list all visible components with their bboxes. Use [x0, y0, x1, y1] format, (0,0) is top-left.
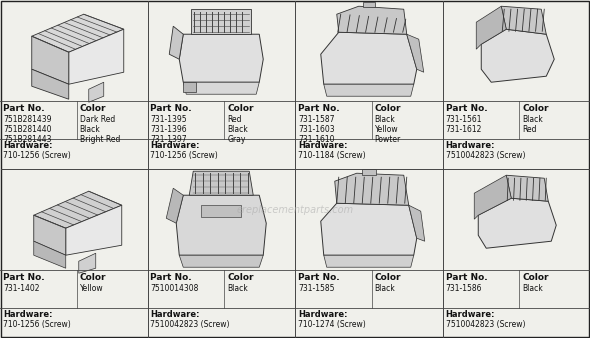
Polygon shape — [32, 36, 69, 84]
Text: Red: Red — [227, 115, 242, 124]
Text: Dark Red: Dark Red — [80, 115, 115, 124]
Text: Hardware:: Hardware: — [150, 310, 200, 319]
Text: 751B281439: 751B281439 — [3, 115, 51, 124]
Text: Part No.: Part No. — [445, 104, 487, 114]
Polygon shape — [34, 215, 65, 255]
Polygon shape — [88, 82, 104, 102]
Text: 7510042823 (Screw): 7510042823 (Screw) — [445, 320, 525, 329]
Text: Color: Color — [227, 104, 254, 114]
Text: Hardware:: Hardware: — [3, 141, 53, 150]
Text: 731-1610: 731-1610 — [298, 136, 335, 144]
Text: Hardware:: Hardware: — [298, 141, 348, 150]
Polygon shape — [409, 205, 425, 241]
Text: Color: Color — [80, 273, 106, 283]
Text: 751B281443: 751B281443 — [3, 136, 51, 144]
Text: Color: Color — [375, 273, 401, 283]
Polygon shape — [407, 34, 424, 72]
Polygon shape — [321, 203, 417, 255]
Polygon shape — [502, 6, 546, 34]
Text: Color: Color — [80, 104, 106, 114]
Polygon shape — [189, 171, 253, 195]
Polygon shape — [166, 188, 183, 223]
Text: 731-1585: 731-1585 — [298, 284, 335, 293]
Polygon shape — [179, 34, 263, 82]
Polygon shape — [183, 82, 259, 94]
Text: Hardware:: Hardware: — [445, 310, 495, 319]
Text: Gray: Gray — [227, 136, 245, 144]
Polygon shape — [32, 14, 124, 52]
Text: 731-1396: 731-1396 — [150, 125, 187, 135]
Bar — [201, 205, 241, 217]
Text: 731-1402: 731-1402 — [3, 284, 40, 293]
Text: Black: Black — [375, 284, 395, 293]
Polygon shape — [191, 9, 251, 34]
Text: Part No.: Part No. — [298, 104, 340, 114]
Text: Red: Red — [522, 125, 537, 135]
Text: Color: Color — [227, 273, 254, 283]
Polygon shape — [65, 205, 122, 255]
Polygon shape — [324, 84, 414, 96]
Polygon shape — [321, 32, 417, 84]
Polygon shape — [481, 29, 554, 82]
Polygon shape — [179, 255, 263, 267]
Text: Hardware:: Hardware: — [298, 310, 348, 319]
Text: Color: Color — [375, 104, 401, 114]
Text: 731-1586: 731-1586 — [445, 284, 482, 293]
Text: 710-1256 (Screw): 710-1256 (Screw) — [3, 320, 71, 329]
Text: 731-1603: 731-1603 — [298, 125, 335, 135]
Polygon shape — [69, 29, 124, 84]
Text: 710-1256 (Screw): 710-1256 (Screw) — [150, 151, 218, 160]
Text: 7510014308: 7510014308 — [150, 284, 199, 293]
Text: 731-1587: 731-1587 — [298, 115, 335, 124]
Text: Hardware:: Hardware: — [445, 141, 495, 150]
Polygon shape — [169, 26, 183, 59]
Polygon shape — [474, 175, 512, 219]
Polygon shape — [183, 82, 196, 92]
Text: Part No.: Part No. — [445, 273, 487, 283]
Text: 710-1184 (Screw): 710-1184 (Screw) — [298, 151, 366, 160]
Text: 731-1395: 731-1395 — [150, 115, 187, 124]
Text: ereplacementparts.com: ereplacementparts.com — [237, 205, 353, 215]
Text: Black: Black — [227, 125, 248, 135]
Polygon shape — [476, 6, 506, 49]
Text: Black: Black — [375, 115, 395, 124]
Polygon shape — [176, 195, 266, 255]
Polygon shape — [335, 173, 409, 205]
Text: Part No.: Part No. — [3, 273, 45, 283]
Text: Color: Color — [522, 273, 549, 283]
Polygon shape — [324, 255, 414, 267]
Text: Powter: Powter — [375, 136, 401, 144]
Bar — [363, 2, 375, 7]
Text: Part No.: Part No. — [298, 273, 340, 283]
Bar — [362, 169, 376, 175]
Text: 731-1612: 731-1612 — [445, 125, 482, 135]
Text: Hardware:: Hardware: — [3, 310, 53, 319]
Polygon shape — [506, 175, 548, 201]
Polygon shape — [337, 6, 407, 34]
Text: 710-1274 (Screw): 710-1274 (Screw) — [298, 320, 366, 329]
Text: 731-1561: 731-1561 — [445, 115, 482, 124]
Text: Yellow: Yellow — [375, 125, 398, 135]
Text: Part No.: Part No. — [3, 104, 45, 114]
Polygon shape — [78, 253, 96, 273]
Text: Color: Color — [522, 104, 549, 114]
Text: Black: Black — [227, 284, 248, 293]
Text: Bright Red: Bright Red — [80, 136, 120, 144]
Polygon shape — [478, 198, 556, 248]
Text: Black: Black — [522, 115, 543, 124]
Text: 751B281440: 751B281440 — [3, 125, 51, 135]
Text: 731-1397: 731-1397 — [150, 136, 187, 144]
Text: 7510042823 (Screw): 7510042823 (Screw) — [150, 320, 230, 329]
Text: 710-1256 (Screw): 710-1256 (Screw) — [3, 151, 71, 160]
Polygon shape — [32, 69, 69, 99]
Text: Hardware:: Hardware: — [150, 141, 200, 150]
Polygon shape — [34, 241, 65, 268]
Text: Black: Black — [522, 284, 543, 293]
Text: 7510042823 (Screw): 7510042823 (Screw) — [445, 151, 525, 160]
Polygon shape — [34, 191, 122, 228]
Text: Part No.: Part No. — [150, 104, 192, 114]
Text: Yellow: Yellow — [80, 284, 103, 293]
Text: Black: Black — [80, 125, 100, 135]
Text: Part No.: Part No. — [150, 273, 192, 283]
